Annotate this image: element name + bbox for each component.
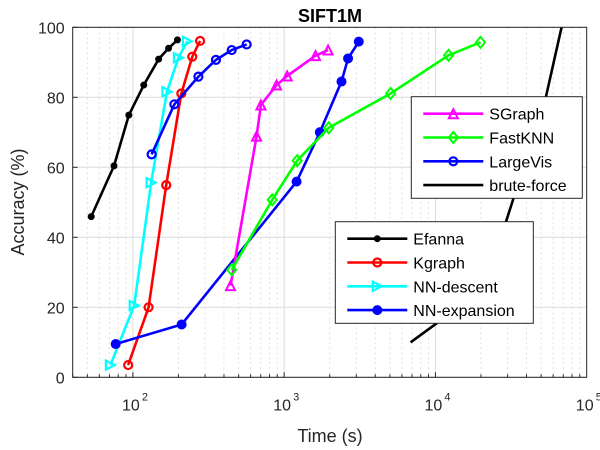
x-tick-label: 10 [273, 397, 291, 414]
legend-label: NN-expansion [413, 303, 514, 320]
data-point-efanna [173, 36, 181, 44]
series-fastknn [225, 35, 487, 277]
x-axis-label: Time (s) [297, 426, 362, 446]
data-point-largevis [193, 71, 204, 82]
data-point-kgraph [187, 51, 198, 62]
data-point-sgraph [254, 98, 268, 111]
data-point-efanna [125, 111, 133, 119]
data-point-fastknn [291, 153, 303, 168]
legends: SGraph FastKNN LargeVis brute-force Efanna Kg… [334, 96, 583, 324]
data-point-sgraph [250, 129, 263, 142]
y-tick-label: 80 [47, 90, 65, 107]
series-sgraph [224, 43, 335, 292]
series-nn-expansion [110, 36, 364, 350]
legend-marker [372, 257, 383, 268]
data-point-fastknn [474, 35, 487, 50]
legend-label: LargeVis [489, 154, 552, 171]
series-largevis [146, 39, 252, 160]
data-point-nn-expansion [176, 319, 187, 330]
data-point-largevis [146, 149, 157, 160]
legend-item-kgraph: Kgraph [347, 256, 465, 273]
data-point-largevis [241, 39, 252, 50]
y-tick-label: 0 [56, 370, 65, 387]
x-tick-label: 10 [425, 397, 443, 414]
data-point-sgraph [224, 278, 237, 292]
data-point-fastknn [225, 262, 238, 277]
data-point-efanna [155, 55, 163, 63]
legend-item-brute-force: brute-force [423, 178, 567, 195]
y-tick-label: 40 [47, 230, 65, 247]
legend-2: Efanna Kgraph NN-descent NN-expansion [334, 221, 534, 324]
data-point-fastknn [384, 86, 397, 101]
series-efanna [87, 36, 181, 221]
legend-marker [371, 280, 385, 293]
legend-marker [448, 156, 459, 167]
legend-label: Efanna [413, 232, 464, 249]
legend-label: Kgraph [413, 256, 465, 273]
x-tick-exponent: 2 [142, 391, 148, 403]
series-line-largevis [150, 43, 248, 155]
legend-item-nn-descent: NN-descent [347, 279, 498, 296]
data-point-efanna [165, 44, 173, 52]
x-tick-exponent: 3 [293, 391, 299, 403]
data-point-kgraph [194, 35, 206, 47]
data-point-nn-descent [172, 51, 186, 65]
x-tick-exponent: 4 [444, 391, 450, 403]
x-tick-exponent: 5 [596, 391, 600, 403]
data-point-efanna [140, 81, 148, 89]
data-point-nn-descent [161, 85, 174, 98]
legend-marker [447, 106, 460, 120]
legend-label: brute-force [489, 178, 566, 195]
legend-label: FastKNN [489, 131, 554, 148]
data-point-sgraph [270, 78, 283, 91]
x-tick-label: 10 [122, 397, 140, 414]
data-point-efanna [110, 162, 118, 170]
legend-item-nn-expansion: NN-expansion [347, 303, 515, 320]
data-point-largevis [226, 44, 237, 56]
y-tick-label: 20 [47, 300, 65, 317]
data-point-nn-expansion [343, 53, 354, 64]
data-point-efanna [87, 213, 95, 221]
x-tick-label: 10 [576, 397, 594, 414]
legend-item-largevis: LargeVis [423, 154, 552, 171]
data-point-nn-expansion [291, 176, 302, 187]
legend-label: NN-descent [413, 279, 498, 296]
legend-item-fastknn: FastKNN [423, 130, 554, 148]
data-point-fastknn [266, 192, 279, 207]
legend-item-sgraph: SGraph [423, 107, 544, 124]
legend-marker [372, 305, 383, 316]
data-point-sgraph [321, 43, 335, 56]
data-point-nn-descent [128, 299, 142, 312]
legend-label: SGraph [489, 107, 544, 124]
data-point-kgraph [143, 302, 154, 313]
legend-marker [373, 235, 381, 243]
series-line-kgraph [126, 40, 202, 366]
legend-1: SGraph FastKNN LargeVis brute-force [410, 96, 583, 199]
series-line-fastknn [230, 41, 481, 271]
data-point-kgraph [161, 180, 172, 191]
data-point-nn-descent [145, 176, 159, 189]
data-point-fastknn [322, 120, 335, 135]
data-point-largevis [169, 99, 180, 110]
series-layer [87, 27, 563, 372]
data-point-sgraph [309, 48, 322, 62]
data-point-fastknn [442, 48, 455, 63]
y-axis-label: Accuracy (%) [8, 148, 28, 255]
data-point-largevis [210, 54, 222, 65]
data-point-nn-expansion [353, 36, 364, 47]
data-point-nn-expansion [110, 339, 121, 350]
legend-marker [447, 130, 460, 145]
y-tick-label: 100 [38, 20, 65, 37]
data-point-nn-descent [181, 35, 195, 48]
y-tick-label: 60 [47, 160, 65, 177]
chart-title: SIFT1M [298, 6, 362, 26]
series-line-sgraph [229, 48, 329, 286]
data-point-kgraph [123, 359, 134, 371]
data-point-nn-descent [104, 358, 118, 372]
legend-item-efanna: Efanna [347, 232, 464, 249]
data-point-nn-expansion [336, 76, 347, 87]
data-point-sgraph [281, 69, 294, 82]
